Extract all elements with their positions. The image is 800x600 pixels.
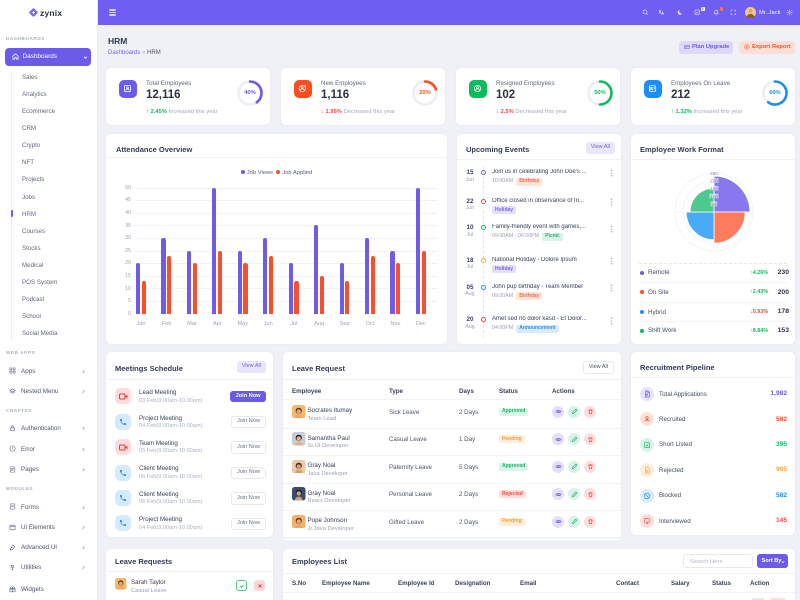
svg-text:200: 200 — [710, 179, 718, 184]
svg-text:250: 250 — [710, 171, 718, 176]
svg-text:50: 50 — [711, 202, 717, 207]
svg-text:100: 100 — [710, 194, 718, 199]
svg-text:150: 150 — [710, 187, 718, 192]
